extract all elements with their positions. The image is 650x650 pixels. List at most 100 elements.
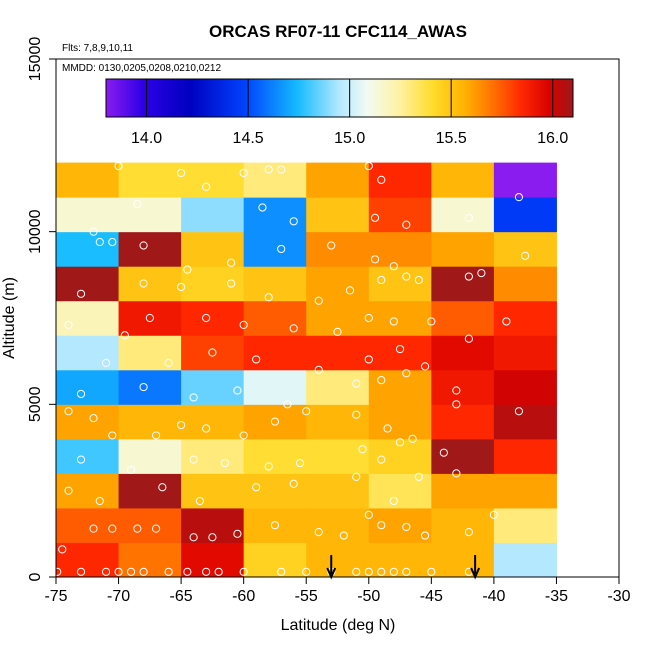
colorbar-tick-label: 14.0 bbox=[131, 130, 162, 147]
heatmap-cell bbox=[243, 438, 307, 474]
heatmap-cell bbox=[56, 404, 120, 440]
heatmap-cell bbox=[493, 542, 557, 578]
observation-point bbox=[227, 279, 236, 288]
observation-point bbox=[183, 265, 192, 274]
heatmap-cell bbox=[493, 335, 557, 371]
heatmap-cell bbox=[243, 335, 307, 371]
observation-point bbox=[389, 262, 398, 271]
observation-point bbox=[389, 567, 398, 576]
flights-note: Flts: 7,8,9,10,11 bbox=[62, 43, 133, 54]
colorbar-ticks: 14.0 14.5 15.0 15.5 16.0 bbox=[131, 79, 568, 147]
observation-point bbox=[252, 483, 261, 492]
observation-point bbox=[277, 165, 286, 174]
heatmap-cell bbox=[56, 300, 120, 336]
x-tick-label: -60 bbox=[232, 588, 255, 605]
observation-point bbox=[133, 524, 142, 533]
observation-point bbox=[302, 407, 311, 416]
heatmap-cell bbox=[306, 300, 370, 336]
observation-point bbox=[89, 524, 98, 533]
observation-point bbox=[402, 272, 411, 281]
heatmap-cell bbox=[368, 300, 432, 336]
observation-point bbox=[402, 567, 411, 576]
observation-point bbox=[377, 275, 386, 285]
heatmap-cell bbox=[243, 300, 307, 336]
heatmap-cell bbox=[431, 369, 495, 405]
observation-point bbox=[464, 334, 473, 343]
observation-point bbox=[239, 320, 248, 330]
colorbar-tick-label: 15.0 bbox=[334, 130, 365, 147]
observation-point bbox=[452, 386, 461, 395]
observation-point bbox=[377, 175, 386, 184]
observation-point bbox=[177, 282, 186, 292]
observation-point bbox=[151, 524, 161, 533]
observation-point bbox=[139, 382, 148, 392]
observation-point bbox=[277, 244, 286, 254]
observation-point bbox=[108, 237, 117, 247]
observation-point bbox=[239, 168, 248, 178]
heatmap-cell bbox=[118, 404, 182, 440]
heatmap-cell bbox=[493, 162, 557, 198]
heatmap-cell bbox=[431, 438, 495, 474]
heatmap-cell bbox=[431, 231, 495, 267]
observation-point bbox=[414, 275, 423, 285]
y-tick-label: 15000 bbox=[27, 37, 44, 82]
observation-point bbox=[126, 465, 136, 475]
observation-point bbox=[364, 355, 373, 364]
observation-point bbox=[89, 414, 98, 423]
heatmap-cell bbox=[493, 369, 557, 405]
heatmap-cell bbox=[306, 335, 370, 371]
observation-point bbox=[76, 455, 86, 464]
observation-point bbox=[370, 213, 380, 222]
observation-point bbox=[352, 379, 361, 388]
observation-point bbox=[377, 376, 386, 385]
observation-point bbox=[352, 567, 361, 576]
heatmap-cell bbox=[118, 473, 182, 509]
heatmap-cell bbox=[181, 507, 245, 543]
observation-point bbox=[208, 348, 217, 357]
observation-point bbox=[302, 567, 311, 576]
heatmap-cell bbox=[431, 300, 495, 336]
observation-point bbox=[220, 458, 229, 468]
observation-point bbox=[289, 217, 298, 226]
observation-point bbox=[477, 269, 486, 278]
observation-point bbox=[139, 567, 148, 576]
heatmap-cell bbox=[431, 197, 495, 233]
heatmap-cell bbox=[306, 404, 370, 440]
colorbar-tick-label: 16.0 bbox=[537, 130, 568, 147]
observation-point bbox=[258, 203, 267, 212]
observation-point bbox=[464, 213, 473, 222]
observation-point bbox=[114, 567, 123, 576]
heatmap-cell bbox=[368, 369, 432, 405]
heatmap-cell bbox=[306, 507, 370, 543]
heatmap-cell bbox=[368, 231, 432, 267]
observation-point bbox=[339, 531, 348, 540]
observation-point bbox=[414, 472, 423, 481]
x-tick-label: -35 bbox=[545, 588, 568, 605]
observation-point bbox=[314, 365, 323, 374]
heatmap-cell bbox=[243, 162, 307, 198]
observation-point bbox=[464, 528, 473, 537]
observation-point bbox=[202, 567, 211, 576]
heatmap-cell bbox=[118, 507, 182, 543]
observation-point bbox=[364, 510, 373, 519]
x-tick-label: -70 bbox=[107, 588, 130, 605]
observation-point bbox=[108, 524, 117, 533]
heatmap-cell bbox=[368, 162, 432, 198]
observation-point bbox=[452, 400, 461, 409]
heatmap-cell bbox=[368, 438, 432, 474]
heatmap-cell bbox=[118, 335, 182, 371]
x-tick-label: -30 bbox=[607, 588, 630, 605]
x-tick-label: -75 bbox=[44, 588, 67, 605]
observation-point bbox=[395, 438, 405, 447]
y-axis: 0 5000 10000 15000 bbox=[27, 37, 57, 581]
observation-point bbox=[377, 455, 386, 464]
heatmap-cell bbox=[493, 438, 557, 474]
observation-point bbox=[377, 521, 386, 530]
observation-point bbox=[120, 331, 129, 340]
heatmap-cell bbox=[118, 438, 182, 474]
observation-point bbox=[58, 545, 67, 554]
observation-point bbox=[76, 389, 86, 399]
observation-point bbox=[389, 496, 398, 506]
observation-point bbox=[521, 251, 530, 260]
